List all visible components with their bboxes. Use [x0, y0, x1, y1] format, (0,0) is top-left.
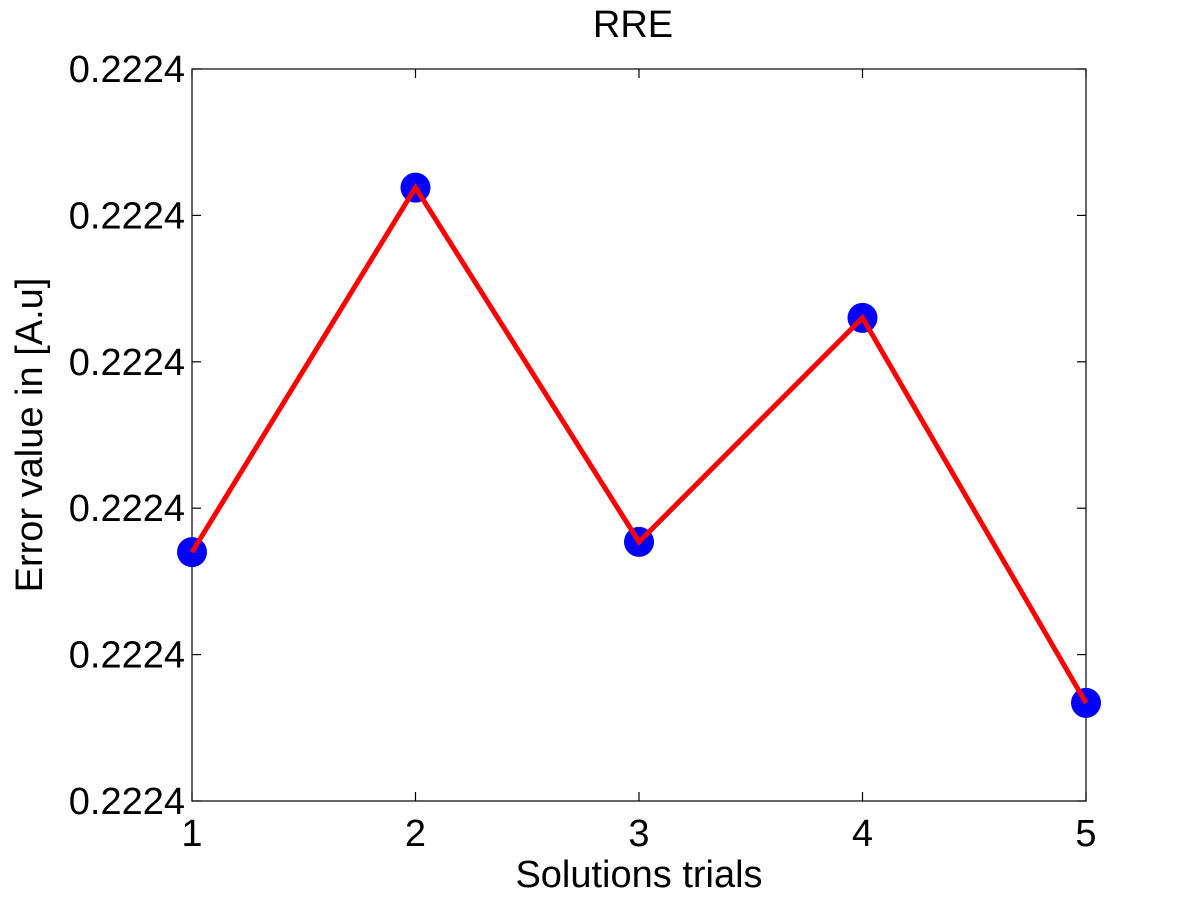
- y-tick-label: 0.2224: [69, 342, 185, 384]
- x-tick-label: 3: [628, 813, 649, 855]
- x-axis-ticks: [191, 69, 1087, 801]
- chart-title: RRE: [593, 4, 673, 46]
- x-tick-label: 4: [852, 813, 873, 855]
- x-tick-label: 1: [181, 813, 202, 855]
- y-axis-tick-labels: 0.2224 0.2224 0.2224 0.2224 0.2224 0.2224: [69, 49, 185, 823]
- y-tick-label: 0.2224: [69, 781, 185, 823]
- y-tick-label: 0.2224: [69, 635, 185, 677]
- x-tick-label: 2: [405, 813, 426, 855]
- series-line: [189, 182, 1089, 705]
- y-tick-label: 0.2224: [69, 488, 185, 530]
- y-axis-title: Error value in [A.u]: [9, 278, 51, 593]
- y-tick-label: 0.2224: [69, 195, 185, 237]
- y-axis-ticks: [192, 68, 1086, 802]
- x-tick-label: 5: [1075, 813, 1096, 855]
- y-tick-label: 0.2224: [69, 49, 185, 91]
- x-axis-tick-labels: 1 2 3 4 5: [181, 813, 1096, 855]
- x-axis-title: Solutions trials: [515, 854, 762, 896]
